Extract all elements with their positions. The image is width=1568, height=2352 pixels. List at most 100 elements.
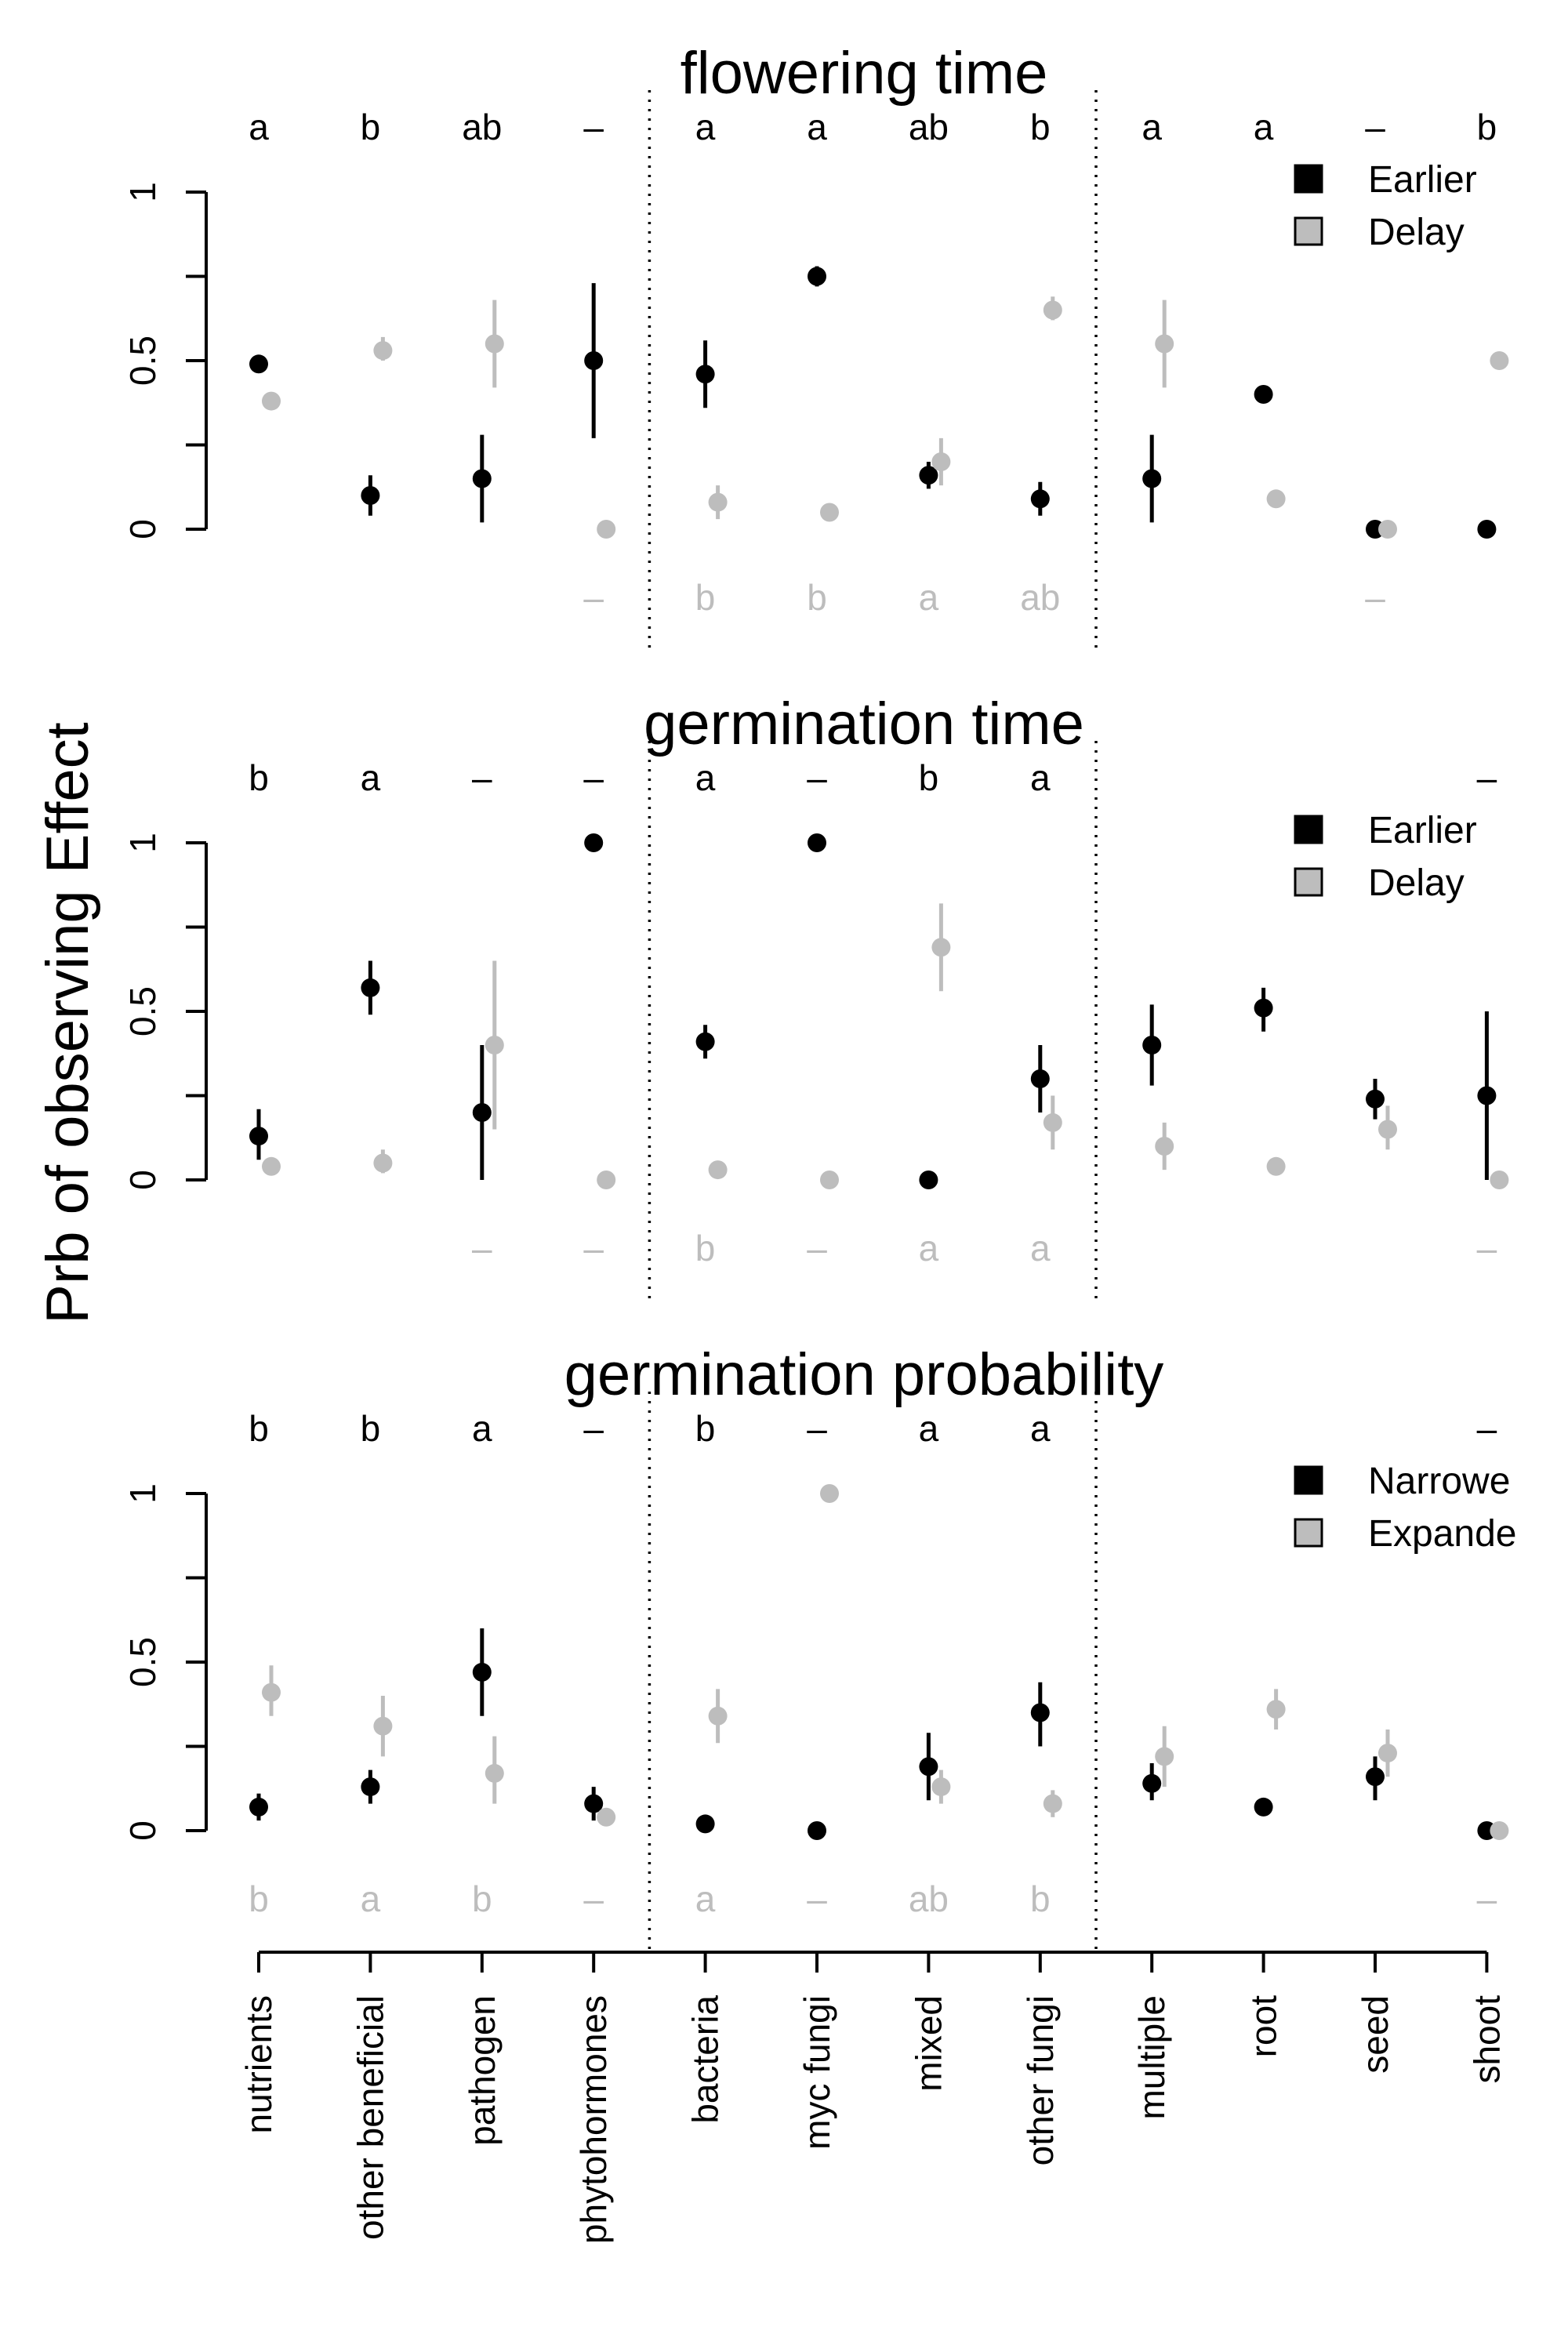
data-point	[808, 267, 826, 286]
data-point	[1155, 334, 1174, 354]
top-significance-letter: b	[1030, 107, 1051, 147]
x-tick-label: other fungi	[1020, 1995, 1061, 2165]
top-significance-letter: –	[472, 757, 492, 798]
x-tick-label: bacteria	[685, 1995, 726, 2124]
bottom-significance-letter: b	[807, 577, 827, 618]
data-point	[249, 354, 268, 374]
bottom-significance-letter: –	[1477, 1878, 1497, 1919]
top-significance-letter: a	[695, 757, 716, 798]
top-significance-letter: b	[361, 107, 381, 147]
legend-swatch	[1294, 164, 1323, 194]
data-point	[708, 1160, 728, 1180]
data-point	[919, 466, 938, 485]
bottom-significance-letter: b	[472, 1878, 492, 1919]
data-point	[262, 391, 281, 411]
data-point	[1142, 469, 1162, 488]
data-point	[1366, 1767, 1385, 1787]
data-point	[597, 1171, 616, 1189]
x-tick-label: other beneficial	[350, 1995, 390, 2240]
data-point	[584, 833, 604, 852]
legend-label: Expande	[1368, 1513, 1517, 1555]
top-significance-letter: –	[807, 757, 827, 798]
data-point	[1043, 300, 1062, 320]
top-significance-letter: a	[361, 757, 381, 798]
data-point	[249, 1797, 268, 1817]
top-significance-letter: b	[249, 757, 269, 798]
data-point	[1266, 1156, 1286, 1176]
bottom-significance-letter: –	[583, 1228, 604, 1269]
data-point	[1043, 1112, 1062, 1132]
x-tick-label: seed	[1355, 1995, 1396, 2074]
legend-swatch	[1294, 815, 1323, 844]
data-point	[1155, 1747, 1174, 1766]
data-point	[1030, 1069, 1050, 1088]
data-point	[1142, 1773, 1162, 1793]
data-point	[1266, 1700, 1286, 1719]
legend-label: Earlier	[1368, 810, 1477, 851]
legend-swatch	[1294, 1518, 1323, 1548]
legend: Earlier Delay	[1294, 159, 1477, 253]
bottom-significance-letter: a	[919, 577, 939, 618]
data-point	[919, 1171, 938, 1189]
x-tick-label: multiple	[1131, 1995, 1172, 2120]
bottom-significance-letter: –	[1477, 1228, 1497, 1269]
data-point	[1490, 351, 1509, 370]
data-point	[584, 1794, 604, 1813]
top-significance-letter: a	[1030, 757, 1051, 798]
y-tick-label: 0.5	[122, 1637, 163, 1687]
bottom-significance-letter: b	[1030, 1878, 1051, 1919]
top-significance-letter: b	[919, 757, 939, 798]
top-significance-letter: b	[1477, 107, 1497, 147]
legend: Narrowe Expande	[1294, 1461, 1517, 1555]
bottom-significance-letter: –	[583, 577, 604, 618]
data-point	[1030, 1703, 1050, 1722]
x-tick-label: root	[1243, 1995, 1284, 2057]
bottom-significance-letter: a	[919, 1228, 939, 1269]
data-point	[597, 1807, 616, 1827]
data-point	[472, 1662, 492, 1682]
top-significance-letter: –	[1477, 1408, 1497, 1449]
top-significance-letter: b	[249, 1408, 269, 1449]
top-significance-letter: –	[583, 757, 604, 798]
legend-swatch	[1294, 216, 1323, 246]
data-point	[472, 1103, 492, 1122]
legend-label: Delay	[1368, 862, 1465, 904]
data-point	[485, 334, 504, 354]
top-significance-letter: a	[1030, 1408, 1051, 1449]
data-point	[1490, 1821, 1509, 1840]
data-point	[931, 938, 951, 957]
top-significance-letter: ab	[462, 107, 502, 147]
data-point	[919, 1757, 938, 1777]
bottom-significance-letter: –	[583, 1878, 604, 1919]
legend-swatch	[1294, 1465, 1323, 1495]
data-point	[249, 1127, 268, 1146]
data-point	[262, 1156, 281, 1176]
legend-label: Delay	[1368, 212, 1465, 253]
data-point	[262, 1682, 281, 1702]
x-tick-label: pathogen	[462, 1995, 503, 2146]
bottom-significance-letter: –	[472, 1228, 492, 1269]
legend-label: Narrowe	[1368, 1461, 1510, 1502]
data-point	[695, 365, 715, 384]
top-significance-letter: –	[807, 1408, 827, 1449]
data-point	[1477, 1086, 1497, 1105]
data-point	[584, 351, 604, 370]
y-tick-label: 1	[122, 833, 163, 853]
data-point	[1254, 998, 1273, 1018]
data-point	[808, 833, 826, 852]
x-tick-label: phytohormones	[573, 1995, 614, 2244]
y-axis-label: Prb of observing Effect	[34, 722, 101, 1323]
data-point	[361, 1777, 380, 1797]
x-tick-label: myc fungi	[797, 1995, 837, 2150]
top-significance-letter: –	[1365, 107, 1385, 147]
top-significance-letter: b	[361, 1408, 381, 1449]
data-point	[708, 1706, 728, 1726]
bottom-significance-letter: ab	[909, 1878, 949, 1919]
data-point	[1043, 1794, 1062, 1813]
data-point	[1266, 489, 1286, 509]
data-point	[1490, 1171, 1509, 1189]
